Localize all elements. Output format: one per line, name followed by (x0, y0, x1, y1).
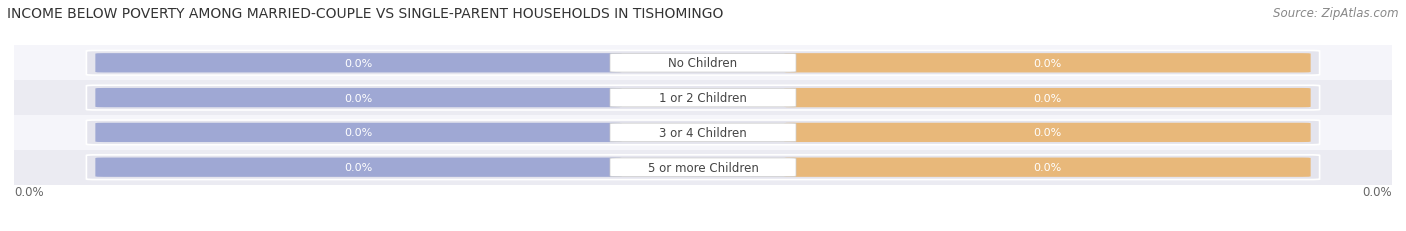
Text: 3 or 4 Children: 3 or 4 Children (659, 126, 747, 139)
FancyBboxPatch shape (610, 54, 796, 73)
Text: 0.0%: 0.0% (344, 58, 373, 69)
Text: 0.0%: 0.0% (14, 185, 44, 198)
FancyBboxPatch shape (96, 88, 621, 108)
Text: Source: ZipAtlas.com: Source: ZipAtlas.com (1274, 7, 1399, 20)
FancyBboxPatch shape (96, 123, 621, 143)
Text: 0.0%: 0.0% (1033, 93, 1062, 103)
Bar (14, 116, 1392, 150)
FancyBboxPatch shape (86, 51, 1320, 76)
FancyBboxPatch shape (785, 158, 1310, 177)
Text: INCOME BELOW POVERTY AMONG MARRIED-COUPLE VS SINGLE-PARENT HOUSEHOLDS IN TISHOMI: INCOME BELOW POVERTY AMONG MARRIED-COUPL… (7, 7, 724, 21)
FancyBboxPatch shape (86, 121, 1320, 145)
Text: 0.0%: 0.0% (1033, 128, 1062, 138)
Text: No Children: No Children (668, 57, 738, 70)
Text: 0.0%: 0.0% (344, 128, 373, 138)
FancyBboxPatch shape (610, 89, 796, 107)
FancyBboxPatch shape (785, 88, 1310, 108)
FancyBboxPatch shape (96, 54, 621, 73)
Bar (14, 81, 1392, 116)
Bar (14, 46, 1392, 81)
Text: 5 or more Children: 5 or more Children (648, 161, 758, 174)
FancyBboxPatch shape (86, 155, 1320, 180)
Text: 0.0%: 0.0% (344, 93, 373, 103)
Text: 0.0%: 0.0% (344, 162, 373, 173)
FancyBboxPatch shape (610, 158, 796, 177)
FancyBboxPatch shape (785, 54, 1310, 73)
FancyBboxPatch shape (610, 124, 796, 142)
Text: 0.0%: 0.0% (1362, 185, 1392, 198)
Text: 0.0%: 0.0% (1033, 58, 1062, 69)
Text: 1 or 2 Children: 1 or 2 Children (659, 92, 747, 105)
Bar (14, 150, 1392, 185)
FancyBboxPatch shape (86, 86, 1320, 110)
FancyBboxPatch shape (785, 123, 1310, 143)
Text: 0.0%: 0.0% (1033, 162, 1062, 173)
FancyBboxPatch shape (96, 158, 621, 177)
